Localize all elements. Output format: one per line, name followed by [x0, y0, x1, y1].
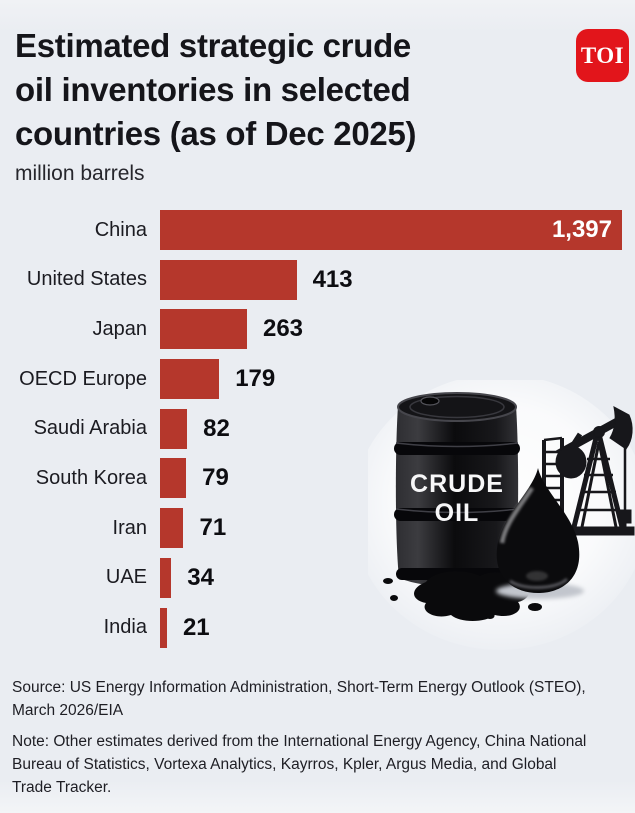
bar-value-label: 1,397 — [551, 216, 612, 243]
crude-oil-illustration: CRUDE OIL — [368, 380, 635, 657]
bar-value-label: 21 — [182, 613, 210, 641]
source-text: Source: US Energy Information Administra… — [12, 679, 586, 720]
chart-row: OECD Europe 179 — [0, 359, 635, 400]
bar — [160, 557, 172, 598]
toi-logo: TOI — [576, 29, 629, 82]
footer: Source: US Energy Information Administra… — [12, 676, 590, 806]
bar-track: 1,397 — [160, 210, 635, 250]
bar-category-label: South Korea — [35, 466, 147, 489]
barrel-text-line-2: OIL — [435, 499, 480, 527]
toi-logo-text: TOI — [580, 42, 625, 68]
bar-value-label: 413 — [312, 265, 353, 293]
bar-value-label: 79 — [202, 464, 229, 492]
chart-row: Saudi Arabia 82 — [0, 408, 635, 449]
bar-track: 21 — [160, 607, 635, 648]
pump-jack-icon — [537, 406, 635, 536]
bar — [160, 408, 188, 449]
title-line-3: countries (as of Dec 2025) — [15, 115, 417, 152]
chart-row: India 21 — [0, 607, 635, 648]
note-text: Note: Other estimates derived from the I… — [12, 732, 587, 797]
chart-row: Iran 71 — [0, 508, 635, 549]
chart-row: South Korea 79 — [0, 458, 635, 499]
bar-track: 82 — [160, 408, 635, 449]
bar — [160, 359, 220, 400]
chart-row: UAE 34 — [0, 557, 635, 598]
unit-label: million barrels — [15, 162, 145, 185]
bar-category-label: UAE — [105, 566, 147, 589]
bar-track: 71 — [160, 508, 635, 549]
bar — [160, 259, 297, 300]
bar: 1,397 — [160, 210, 622, 250]
bar-category-label: United States — [26, 268, 147, 291]
bar-value-label: 82 — [203, 414, 230, 442]
bar-value-label: 263 — [262, 315, 304, 343]
bar — [160, 458, 187, 499]
chart-row: China 1,397 — [0, 210, 635, 250]
bar — [160, 607, 167, 648]
chart-row: United States 413 — [0, 259, 635, 300]
bar — [160, 508, 184, 549]
bar-chart: China 1,397 United States 413 Japan 263 OECD E… — [0, 210, 635, 657]
bar-track: 79 — [160, 458, 635, 499]
bar-category-label: Japan — [92, 317, 148, 340]
bar-track: 263 — [160, 309, 635, 350]
bar-value-label: 71 — [199, 514, 227, 542]
bar-value-label: 34 — [187, 563, 214, 591]
bar-track: 413 — [160, 259, 635, 300]
bar-value-label: 179 — [235, 365, 276, 393]
bar-category-label: China — [94, 218, 147, 241]
bar-category-label: OECD Europe — [19, 367, 147, 390]
bar-track: 34 — [160, 557, 635, 598]
oil-spill-icon — [383, 571, 542, 621]
bar-category-label: Saudi Arabia — [33, 417, 147, 440]
bar — [160, 309, 247, 350]
page-title: Estimated strategic crude oil inventorie… — [15, 24, 575, 156]
barrel-text-line-1: CRUDE — [410, 470, 504, 498]
title-line-2: oil inventories in selected — [15, 71, 411, 108]
chart-row: Japan 263 — [0, 309, 635, 350]
title-line-1: Estimated strategic crude — [15, 27, 411, 64]
bar-category-label: Iran — [112, 516, 147, 539]
bar-category-label: India — [103, 616, 147, 638]
bar-track: 179 — [160, 359, 635, 400]
oil-barrel-icon: CRUDE OIL — [394, 392, 520, 587]
oil-drop-icon — [496, 468, 580, 593]
